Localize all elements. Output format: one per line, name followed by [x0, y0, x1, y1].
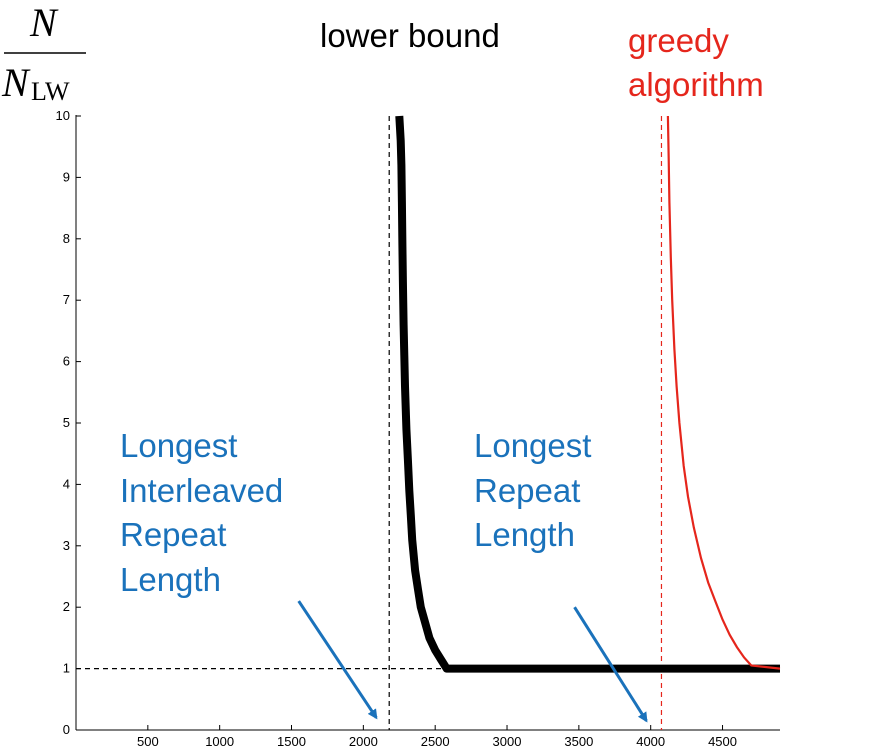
y-tick-label: 2 [63, 599, 70, 614]
arrow-longest-interleaved-repeat [297, 600, 378, 720]
x-tick-label: 2500 [421, 734, 450, 747]
annotation-lower-bound: lower bound [320, 17, 500, 54]
arrow-longest-repeat [573, 606, 648, 723]
y-axis-label-denominator: N [1, 60, 31, 105]
annotation-interleaved-line-1: Longest [120, 427, 237, 464]
y-tick-label: 5 [63, 415, 70, 430]
y-axis-label-denominator-subscript: LW [31, 77, 70, 106]
x-tick-label: 4500 [708, 734, 737, 747]
y-tick-label: 6 [63, 354, 70, 369]
x-tick-label: 1000 [205, 734, 234, 747]
annotation-greedy-line-2: algorithm [628, 66, 764, 103]
y-ticks: 0 1 2 3 4 5 6 7 8 9 10 [56, 108, 81, 737]
annotation-interleaved-line-3: Repeat [120, 516, 226, 553]
annotation-longest-repeat-length: Longest Repeat Length [474, 427, 591, 553]
x-tick-label: 1500 [277, 734, 306, 747]
x-tick-label: 3500 [564, 734, 593, 747]
y-tick-label: 3 [63, 538, 70, 553]
y-tick-label: 10 [56, 108, 70, 123]
annotation-interleaved-line-4: Length [120, 561, 221, 598]
annotation-repeat-line-2: Repeat [474, 472, 580, 509]
y-tick-label: 8 [63, 231, 70, 246]
annotation-greedy-line-1: greedy [628, 22, 729, 59]
y-tick-label: 7 [63, 292, 70, 307]
annotation-longest-interleaved-repeat-length: Longest Interleaved Repeat Length [120, 427, 283, 598]
y-tick-label: 4 [63, 476, 70, 491]
annotation-repeat-line-1: Longest [474, 427, 591, 464]
y-tick-label: 0 [63, 722, 70, 737]
series-line-lower-bound [395, 115, 780, 673]
x-tick-label: 4000 [636, 734, 665, 747]
x-tick-label: 2000 [349, 734, 378, 747]
y-axis-label: N N LW [1, 0, 86, 106]
y-tick-label: 1 [63, 661, 70, 676]
x-ticks: 500 1000 1500 2000 2500 3000 3500 4000 4500 [137, 725, 737, 747]
y-axis-label-numerator: N [29, 0, 59, 45]
y-tick-label: 9 [63, 169, 70, 184]
annotation-interleaved-line-2: Interleaved [120, 472, 283, 509]
annotation-repeat-line-3: Length [474, 516, 575, 553]
series-line-greedy [666, 115, 781, 670]
annotation-greedy-algorithm: greedy algorithm [628, 22, 764, 103]
reference-lines [76, 116, 663, 730]
x-tick-label: 500 [137, 734, 159, 747]
x-tick-label: 3000 [493, 734, 522, 747]
